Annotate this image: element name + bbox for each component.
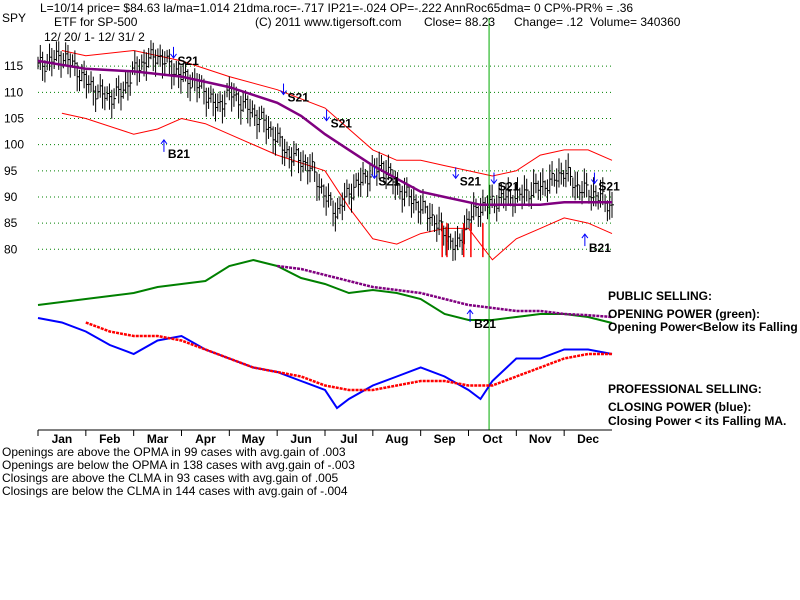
sell-arrow-head bbox=[591, 179, 598, 185]
sell-arrow-head bbox=[323, 116, 330, 122]
x-tick-label: Dec bbox=[577, 432, 599, 446]
sell-arrow-head bbox=[170, 53, 177, 59]
signal-label: S21 bbox=[178, 54, 200, 68]
change-value: Change= .12 bbox=[514, 15, 584, 29]
x-tick-label: Jun bbox=[290, 432, 311, 446]
closing-power-line bbox=[37, 317, 613, 410]
opening-power-label: OPENING POWER (green): bbox=[608, 307, 761, 321]
y-tick-110: 110 bbox=[4, 85, 23, 99]
stat-line-4: Closings are below the CLMA in 144 cases… bbox=[2, 484, 348, 498]
volume-value: Volume= 340360 bbox=[590, 15, 681, 29]
ticker-label: SPY bbox=[2, 11, 27, 25]
x-tick-label: Sep bbox=[434, 432, 456, 446]
opening-power-note: Opening Power<Below its Falling MA bbox=[608, 320, 800, 334]
price-gridlines bbox=[38, 65, 612, 250]
x-axis: Jan Feb Mar Apr May Jun Jul Aug Sep Oct Nov Dec bbox=[37, 429, 612, 446]
x-tick-label: Feb bbox=[99, 432, 120, 446]
professional-selling-label: PROFESSIONAL SELLING: bbox=[608, 382, 762, 396]
close-value: Close= 88.23 bbox=[424, 15, 496, 29]
signal-label: S21 bbox=[378, 174, 400, 188]
moving-average-line bbox=[37, 18, 612, 430]
signal-label: S21 bbox=[498, 180, 520, 194]
buy-arrow-head bbox=[466, 309, 474, 315]
stat-line-3: Closings are above the CLMA in 93 cases … bbox=[2, 471, 339, 485]
x-tick-label: Aug bbox=[385, 432, 408, 446]
y-tick-90: 90 bbox=[4, 190, 18, 204]
y-tick-100: 100 bbox=[4, 138, 24, 152]
x-tick-label: May bbox=[242, 432, 266, 446]
buy-arrow-head bbox=[581, 233, 589, 239]
signals: S21 S21 S21 S21 S21 S21 S21 B21 B21 B21 bbox=[160, 46, 620, 331]
public-selling-label: PUBLIC SELLING: bbox=[608, 289, 712, 303]
stat-line-1: Openings are above the OPMA in 99 cases … bbox=[2, 445, 346, 459]
x-tick-label: Apr bbox=[195, 432, 216, 446]
signal-label: B21 bbox=[474, 317, 496, 331]
buy-arrow-head bbox=[160, 139, 168, 145]
x-tick-label: Nov bbox=[529, 432, 552, 446]
closing-power-label: CLOSING POWER (blue): bbox=[608, 400, 752, 414]
y-tick-labels: 115 110 105 100 95 90 85 80 bbox=[4, 59, 24, 256]
signal-label: S21 bbox=[460, 174, 482, 188]
closing-power-ma bbox=[85, 321, 612, 392]
y-tick-80: 80 bbox=[4, 242, 18, 256]
sell-arrow-head bbox=[280, 90, 287, 96]
y-tick-105: 105 bbox=[4, 111, 24, 125]
sell-arrow-head bbox=[452, 173, 460, 180]
x-tick-label: Jul bbox=[340, 432, 357, 446]
date-range: 12/ 20/ 1- 12/ 31/ 2 bbox=[44, 30, 145, 44]
signal-label: S21 bbox=[331, 117, 353, 131]
x-tick-label: Oct bbox=[482, 432, 502, 446]
signal-label: B21 bbox=[589, 241, 611, 255]
bollinger-bands bbox=[61, 49, 613, 261]
band-upper bbox=[61, 49, 613, 177]
y-tick-95: 95 bbox=[4, 164, 18, 178]
stat-line-2: Openings are below the OPMA in 138 cases… bbox=[2, 458, 355, 472]
price-bars bbox=[37, 40, 614, 262]
signal-label: S21 bbox=[288, 91, 310, 105]
sell-arrow-head bbox=[370, 173, 378, 180]
y-tick-85: 85 bbox=[4, 216, 18, 230]
header-stats-line: L=10/14 price= $84.63 la/ma=1.014 21dma.… bbox=[40, 1, 634, 15]
opening-power-ma bbox=[277, 264, 613, 319]
moving-average bbox=[37, 59, 612, 207]
sell-arrow-head bbox=[490, 179, 498, 185]
x-tick-label: Jan bbox=[52, 432, 73, 446]
copyright: (C) 2011 www.tigersoft.com bbox=[255, 15, 402, 29]
x-tick-label: Mar bbox=[147, 432, 169, 446]
band-lower bbox=[61, 112, 613, 261]
closing-power-note: Closing Power < its Falling MA. bbox=[608, 414, 787, 428]
signal-label: B21 bbox=[168, 147, 190, 161]
signal-label: S21 bbox=[598, 180, 620, 194]
y-tick-115: 115 bbox=[4, 59, 23, 73]
opening-power-line bbox=[37, 258, 613, 324]
subtitle: ETF for SP-500 bbox=[54, 15, 138, 29]
power-lines bbox=[37, 258, 613, 410]
